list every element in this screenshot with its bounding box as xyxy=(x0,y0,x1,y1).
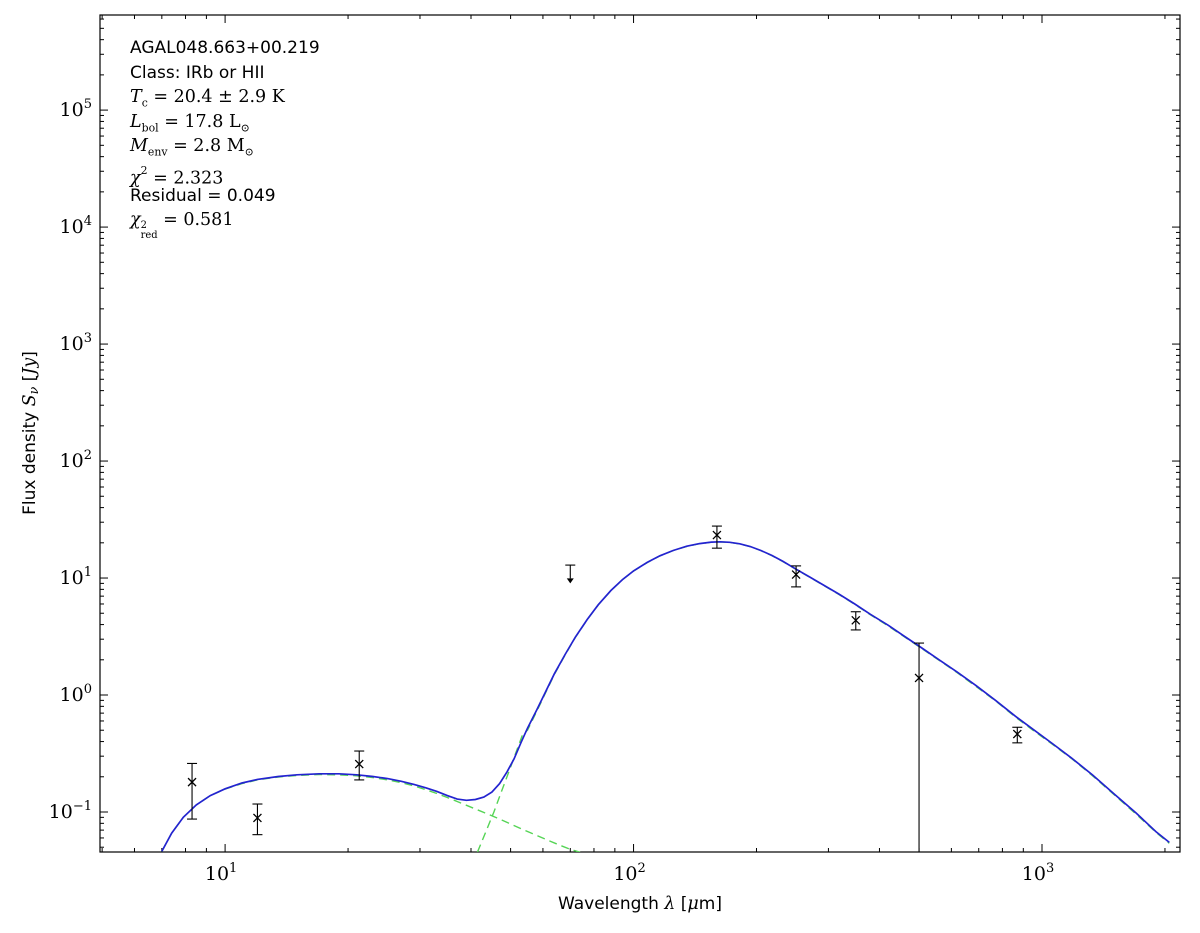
down-arrow-icon xyxy=(566,578,574,584)
text-segment: [ xyxy=(675,894,688,914)
x-tick-label: 103 xyxy=(1022,861,1054,885)
x-marker xyxy=(791,570,801,580)
axis-ticks xyxy=(100,15,1180,852)
text-segment: = 2.8 M xyxy=(167,136,245,157)
text-segment: Jy xyxy=(20,357,41,375)
x-tick-label: 102 xyxy=(613,861,645,885)
model-curve xyxy=(161,540,1170,852)
text-segment: ] xyxy=(20,351,41,358)
text-segment: μ xyxy=(687,894,699,914)
text-segment: Wavelength xyxy=(558,894,665,914)
text-segment: ν xyxy=(25,386,41,395)
text-segment: [ xyxy=(20,374,41,387)
data-points xyxy=(187,525,1023,852)
warm-component-curve xyxy=(161,773,581,852)
annotation-line: Lbol = 17.8 L⊙ xyxy=(130,110,320,135)
text-segment: 2 xyxy=(140,163,148,177)
text-segment: Flux density xyxy=(20,406,41,515)
text-segment: AGAL048.663+00.219 xyxy=(130,38,320,58)
cold-component-curve xyxy=(476,541,1170,852)
data-point xyxy=(252,803,263,836)
x-marker xyxy=(1012,729,1022,739)
annotation-line: χ 2 red = 0.581 xyxy=(130,208,320,241)
annotation-line: Tc = 20.4 ± 2.9 K xyxy=(130,85,320,110)
annotation-line: χ2 = 2.323 xyxy=(130,159,320,188)
annotation-line: Residual = 0.049 xyxy=(130,184,320,209)
text-segment: = 2.323 xyxy=(147,168,224,189)
x-marker xyxy=(252,813,262,823)
text-segment: c xyxy=(141,96,148,110)
data-point xyxy=(850,611,861,631)
data-point xyxy=(565,564,576,584)
text-segment: = 0.581 xyxy=(157,210,234,231)
y-tick-label: 100 xyxy=(60,682,92,706)
fit-annotation: AGAL048.663+00.219 Class: IRb or HII Tc = … xyxy=(130,36,320,241)
y-tick-label: 104 xyxy=(60,214,92,238)
text-segment: M xyxy=(130,136,148,157)
text-segment: S xyxy=(20,394,41,407)
text-segment: L xyxy=(130,111,142,132)
x-marker xyxy=(354,759,364,769)
x-marker xyxy=(712,530,722,540)
data-point xyxy=(1012,726,1023,744)
plot-frame xyxy=(99,14,1181,853)
x-tick-label: 101 xyxy=(205,861,237,885)
x-marker xyxy=(187,777,197,787)
text-segment: bol xyxy=(141,121,159,135)
text-segment: T xyxy=(130,87,142,108)
x-marker xyxy=(914,673,924,683)
text-segment: = 17.8 L xyxy=(158,111,241,132)
y-tick-label: 103 xyxy=(60,331,92,355)
data-point xyxy=(187,762,198,820)
text-segment: Residual = 0.049 xyxy=(130,185,276,206)
data-point xyxy=(791,565,802,588)
x-marker xyxy=(851,615,861,625)
text-segment: = 20.4 ± 2.9 K xyxy=(147,87,285,108)
annotation-line: AGAL048.663+00.219 xyxy=(130,36,320,61)
x-axis-title: Wavelength λ [μm] xyxy=(558,893,722,914)
y-tick-label: 105 xyxy=(60,97,92,121)
y-axis-title: Flux density Sν [Jy] xyxy=(19,351,41,515)
annotation-line: Menv = 2.8 M⊙ xyxy=(130,134,320,159)
text-segment: λ xyxy=(664,894,676,914)
data-point xyxy=(914,642,925,852)
text-segment: m] xyxy=(698,894,722,914)
text-segment: χ xyxy=(130,210,141,231)
model-curves xyxy=(161,540,1170,852)
math-stack: 2 red xyxy=(140,220,158,242)
text-segment: ⊙ xyxy=(240,121,250,135)
text-segment: Class: IRb or HII xyxy=(130,62,265,83)
data-point xyxy=(354,750,365,781)
text-segment: ⊙ xyxy=(244,145,254,159)
tick-labels: 101 102 103 105 104 103 102 101 100 10−1 xyxy=(49,97,1055,885)
text-segment: χ xyxy=(130,168,141,189)
y-tick-label: 10−1 xyxy=(49,799,92,823)
data-point xyxy=(711,525,722,549)
y-tick-label: 101 xyxy=(60,565,92,589)
text-segment: env xyxy=(147,145,168,159)
y-tick-label: 102 xyxy=(60,448,92,472)
annotation-line: Class: IRb or HII xyxy=(130,61,320,86)
